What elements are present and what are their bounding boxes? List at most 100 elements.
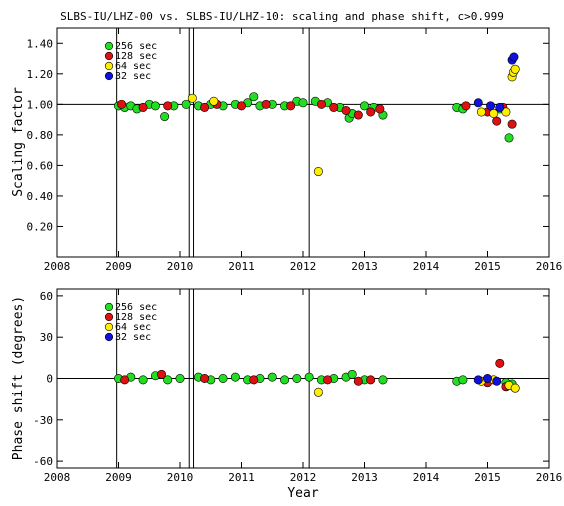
top-legend-marker-256-sec <box>104 41 114 51</box>
top-point-128-sec-11 <box>353 110 363 120</box>
bottom-point-128-sec-1 <box>157 369 167 379</box>
top-point-128-sec-12 <box>366 107 376 117</box>
bottom-x-tick-label-2016: 2016 <box>536 471 563 484</box>
top-x-tick-label-2015: 2015 <box>474 260 501 273</box>
top-point-64-sec-8 <box>510 64 520 74</box>
bottom-y-axis-label: Phase shift (degrees) <box>11 296 26 460</box>
bottom-point-128-sec-0 <box>120 375 130 385</box>
bottom-point-256-sec-15 <box>304 372 314 382</box>
top-point-128-sec-7 <box>286 101 296 111</box>
top-point-32-sec-2 <box>495 102 505 112</box>
bottom-point-256-sec-13 <box>280 375 290 385</box>
bottom-point-128-sec-4 <box>323 375 333 385</box>
bottom-point-64-sec-4 <box>510 383 520 393</box>
bottom-y-tick-label-60: 60 <box>40 290 53 303</box>
top-point-256-sec-8 <box>181 99 191 109</box>
top-x-tick-label-2011: 2011 <box>228 260 255 273</box>
top-y-tick-label-1-20: 1.20 <box>27 68 54 81</box>
bottom-y-tick-label-30: -30 <box>33 414 53 427</box>
bottom-x-tick-label-2011: 2011 <box>228 471 255 484</box>
top-x-tick-label-2010: 2010 <box>167 260 194 273</box>
bottom-point-256-sec-12 <box>267 372 277 382</box>
top-y-tick-label-1-00: 1.00 <box>27 98 54 111</box>
top-point-64-sec-4 <box>489 108 499 118</box>
top-legend-label-128-sec: 128 sec <box>115 51 157 62</box>
top-point-32-sec-1 <box>486 101 496 111</box>
top-x-tick-label-2008: 2008 <box>44 260 71 273</box>
top-point-128-sec-1 <box>138 102 148 112</box>
top-point-128-sec-0 <box>117 99 127 109</box>
bottom-point-32-sec-1 <box>482 373 492 383</box>
top-point-64-sec-2 <box>313 167 323 177</box>
bottom-point-256-sec-2 <box>138 375 148 385</box>
bottom-x-tick-label-2010: 2010 <box>167 471 194 484</box>
top-point-128-sec-5 <box>237 101 247 111</box>
top-point-128-sec-14 <box>461 101 471 111</box>
top-x-tick-label-2016: 2016 <box>536 260 563 273</box>
top-point-128-sec-13 <box>375 104 385 114</box>
top-x-tick-label-2013: 2013 <box>351 260 378 273</box>
top-point-256-sec-25 <box>359 101 369 111</box>
top-point-256-sec-5 <box>150 101 160 111</box>
top-y-tick-label-0-20: 0.20 <box>27 220 54 233</box>
top-point-128-sec-2 <box>163 101 173 111</box>
top-point-256-sec-6 <box>160 112 170 122</box>
top-y-tick-label-1-40: 1.40 <box>27 37 54 50</box>
top-y-tick-label-0-60: 0.60 <box>27 159 54 172</box>
top-y-tick-label-0-80: 0.80 <box>27 129 54 142</box>
bottom-y-tick-label-30: 30 <box>40 331 53 344</box>
top-point-64-sec-3 <box>476 107 486 117</box>
top-legend-marker-128-sec <box>104 51 114 61</box>
top-point-128-sec-8 <box>316 99 326 109</box>
top-x-tick-label-2012: 2012 <box>290 260 317 273</box>
top-point-128-sec-18 <box>507 119 517 129</box>
bottom-legend-label-64-sec: 64 sec <box>115 322 151 333</box>
bottom-x-tick-label-2009: 2009 <box>105 471 132 484</box>
top-point-256-sec-19 <box>298 98 308 108</box>
bottom-legend-label-32-sec: 32 sec <box>115 332 151 343</box>
bottom-legend-marker-256-sec <box>104 302 114 312</box>
bottom-point-256-sec-14 <box>292 373 302 383</box>
top-point-128-sec-3 <box>200 102 210 112</box>
bottom-x-tick-label-2015: 2015 <box>474 471 501 484</box>
top-y-axis-label: Scaling factor <box>11 87 26 197</box>
bottom-legend-marker-64-sec <box>104 322 114 332</box>
bottom-y-tick-label-60: -60 <box>33 455 53 468</box>
bottom-point-256-sec-19 <box>347 369 357 379</box>
top-legend-label-32-sec: 32 sec <box>115 71 151 82</box>
bottom-point-32-sec-2 <box>492 376 502 386</box>
top-legend-label-256-sec: 256 sec <box>115 41 157 52</box>
top-point-128-sec-9 <box>329 102 339 112</box>
top-point-64-sec-1 <box>209 96 219 106</box>
bottom-legend-marker-32-sec <box>104 332 114 342</box>
top-legend-marker-64-sec <box>104 61 114 71</box>
bottom-x-tick-label-2012: 2012 <box>290 471 317 484</box>
bottom-point-128-sec-6 <box>366 375 376 385</box>
bottom-legend-label-256-sec: 256 sec <box>115 302 157 313</box>
bottom-legend-marker-128-sec <box>104 312 114 322</box>
top-point-128-sec-10 <box>341 105 351 115</box>
bottom-point-128-sec-2 <box>200 373 210 383</box>
x-axis-label: Year <box>287 486 318 501</box>
chart-title: SLBS-IU/LHZ-00 vs. SLBS-IU/LHZ-10: scali… <box>60 10 504 23</box>
top-x-tick-label-2014: 2014 <box>413 260 440 273</box>
bottom-x-tick-label-2013: 2013 <box>351 471 378 484</box>
bottom-x-tick-label-2008: 2008 <box>44 471 71 484</box>
bottom-point-256-sec-9 <box>230 372 240 382</box>
bottom-y-tick-label-0: 0 <box>46 373 53 386</box>
bottom-point-128-sec-3 <box>249 375 259 385</box>
top-y-tick-label-0-40: 0.40 <box>27 190 54 203</box>
top-point-32-sec-4 <box>509 52 519 62</box>
bottom-point-256-sec-5 <box>175 373 185 383</box>
top-legend-marker-32-sec <box>104 71 114 81</box>
bottom-point-256-sec-4 <box>163 375 173 385</box>
top-legend-label-64-sec: 64 sec <box>115 61 151 72</box>
bottom-point-128-sec-5 <box>353 376 363 386</box>
bottom-point-32-sec-0 <box>473 375 483 385</box>
top-point-128-sec-6 <box>261 99 271 109</box>
bottom-legend-label-128-sec: 128 sec <box>115 312 157 323</box>
top-point-64-sec-5 <box>501 107 511 117</box>
top-point-32-sec-0 <box>473 98 483 108</box>
